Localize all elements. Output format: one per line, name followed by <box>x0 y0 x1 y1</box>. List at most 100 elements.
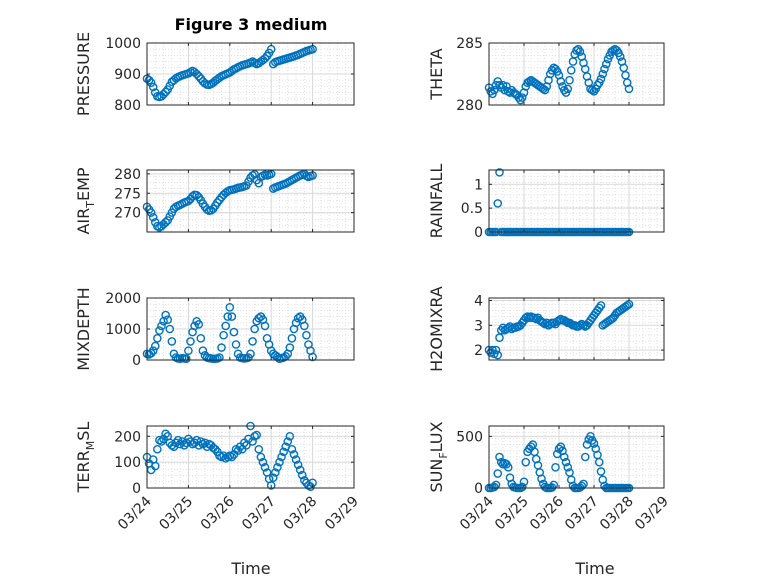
data-point <box>489 482 499 492</box>
data-point <box>155 326 164 335</box>
data-point <box>186 337 195 346</box>
data-point <box>295 465 305 475</box>
data-point <box>250 324 259 334</box>
data-point <box>148 346 158 356</box>
data-point <box>153 444 162 454</box>
data-point <box>171 438 181 448</box>
axes-box <box>488 42 665 106</box>
series-pressure <box>142 44 317 102</box>
axes-box <box>146 425 355 489</box>
data-point <box>300 321 309 331</box>
data-point <box>256 452 266 462</box>
data-point <box>537 474 546 484</box>
data-point <box>260 54 270 63</box>
data-point <box>556 77 566 86</box>
data-point <box>157 437 166 446</box>
y-tick-label: 3 <box>474 318 483 334</box>
y-tick-label: 285 <box>456 36 483 52</box>
data-point <box>551 463 560 472</box>
data-point <box>196 333 206 343</box>
data-point <box>596 467 606 476</box>
data-point <box>231 340 241 349</box>
subplot-air-temp: 270 275 280 AIRTEMP <box>74 167 355 235</box>
data-point <box>579 320 588 330</box>
data-point <box>561 457 571 467</box>
data-point <box>565 75 574 85</box>
data-point <box>192 190 201 200</box>
series-theta <box>484 44 634 105</box>
data-point <box>503 463 513 472</box>
y-tick-label: 200 <box>114 429 141 445</box>
data-point <box>596 74 606 84</box>
series-air-temp <box>142 169 317 232</box>
data-point <box>302 330 311 340</box>
data-point <box>493 199 503 208</box>
data-point <box>287 333 297 343</box>
y-tick-label: 2000 <box>105 291 141 307</box>
y-tick-label: 900 <box>114 67 141 83</box>
data-point <box>601 59 611 69</box>
data-point <box>268 473 278 482</box>
data-point <box>598 69 608 79</box>
data-point <box>227 312 237 321</box>
data-point <box>248 437 257 446</box>
data-point <box>266 481 276 490</box>
data-point <box>161 429 170 439</box>
data-point <box>252 430 262 440</box>
y-axis-label: PRESSURE <box>74 32 93 116</box>
data-point <box>192 435 201 445</box>
data-point <box>148 82 158 92</box>
y-tick-label: 2 <box>474 343 483 359</box>
data-point <box>495 168 504 177</box>
y-axis-label: MIXDEPTH <box>74 287 93 370</box>
data-point <box>517 482 527 492</box>
data-point <box>596 301 606 310</box>
subplot-rainfall: 0 0.5 1 RAINFALL <box>427 164 665 241</box>
y-tick-label: 0 <box>474 225 483 241</box>
data-point <box>563 463 573 472</box>
axes-box <box>146 169 355 233</box>
data-point <box>190 321 199 331</box>
data-point <box>577 481 587 491</box>
y-tick-label: 0 <box>132 481 141 497</box>
data-point <box>144 75 154 85</box>
data-point <box>219 330 228 340</box>
y-tick-label: 4 <box>474 293 483 309</box>
data-point <box>622 301 632 310</box>
data-point <box>161 87 170 97</box>
data-point <box>530 313 539 323</box>
data-point <box>225 302 235 312</box>
x-axis-label-left: Time <box>230 559 270 578</box>
y-tick-label: 1000 <box>105 36 141 52</box>
data-point <box>566 65 576 75</box>
y-tick-label: 280 <box>456 98 483 114</box>
data-point <box>293 313 303 323</box>
subplot-mixdepth: 0 1000 2000 MIXDEPTH <box>74 287 355 371</box>
data-point <box>163 315 172 325</box>
data-point <box>186 437 195 446</box>
data-point <box>223 312 233 321</box>
data-point <box>275 457 284 467</box>
data-point <box>248 337 257 346</box>
y-tick-label: 800 <box>114 98 141 114</box>
data-point <box>153 333 162 343</box>
data-point <box>196 437 206 446</box>
y-tick-label: 0 <box>474 481 483 497</box>
data-point <box>146 78 156 87</box>
y-tick-label: 100 <box>114 455 141 471</box>
data-point <box>161 218 170 227</box>
y-tick-label: 0 <box>132 353 141 369</box>
y-tick-label: 0.5 <box>461 201 483 217</box>
data-point <box>254 444 264 454</box>
data-point <box>161 310 170 320</box>
data-point <box>229 327 239 337</box>
data-point <box>184 434 193 444</box>
data-point <box>589 439 599 448</box>
data-point <box>615 52 625 61</box>
series-sun-flux <box>484 432 634 493</box>
data-point <box>279 447 288 457</box>
data-point <box>277 452 286 462</box>
data-point <box>287 444 297 454</box>
series-terr-msl <box>142 421 317 492</box>
